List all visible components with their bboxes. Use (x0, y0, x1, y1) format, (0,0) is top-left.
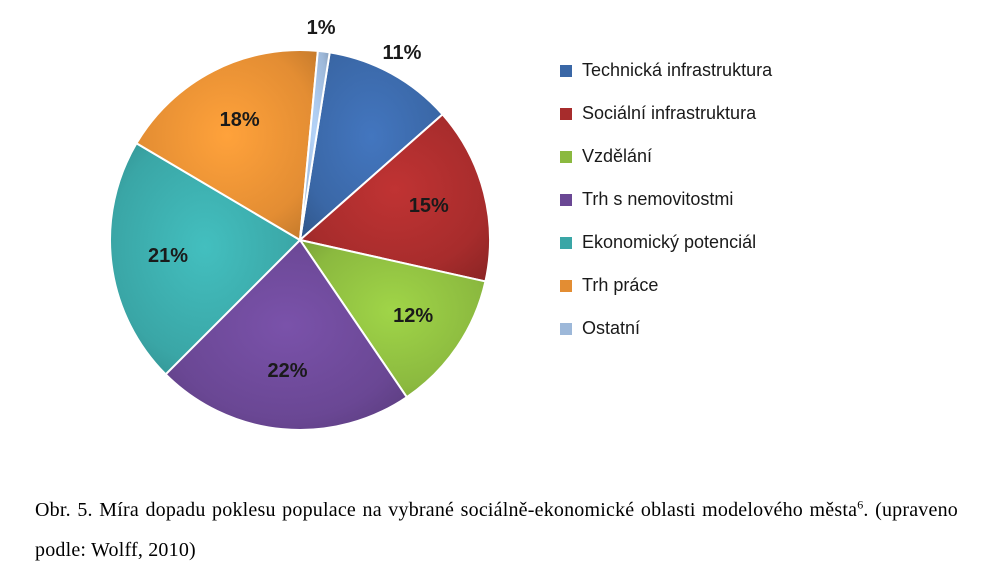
legend-label: Sociální infrastruktura (582, 103, 756, 124)
pie-slice-label: 12% (393, 305, 433, 328)
legend-item: Vzdělání (560, 146, 772, 167)
legend-swatch (560, 323, 572, 335)
legend-label: Trh práce (582, 275, 658, 296)
legend-swatch (560, 65, 572, 77)
legend-label: Ekonomický potenciál (582, 232, 756, 253)
legend-item: Ostatní (560, 318, 772, 339)
legend-label: Trh s nemovitostmi (582, 189, 733, 210)
legend-label: Vzdělání (582, 146, 652, 167)
legend-label: Technická infrastruktura (582, 60, 772, 81)
legend-swatch (560, 237, 572, 249)
chart-legend: Technická infrastruktura Sociální infrast… (560, 60, 772, 361)
legend-item: Technická infrastruktura (560, 60, 772, 81)
pie-slice-label: 15% (409, 195, 449, 218)
pie-slice-label: 1% (307, 17, 336, 40)
legend-swatch (560, 280, 572, 292)
pie-slice-label: 22% (267, 360, 307, 383)
pie-slice-label: 21% (148, 245, 188, 268)
pie-svg (100, 15, 500, 455)
legend-item: Trh s nemovitostmi (560, 189, 772, 210)
figure-caption: Obr. 5. Míra dopadu poklesu populace na … (35, 490, 958, 570)
legend-swatch (560, 194, 572, 206)
legend-item: Trh práce (560, 275, 772, 296)
pie-chart: 11% 15% 12% 22% 21% 18% 1% (100, 15, 500, 455)
pie-slice-label: 11% (383, 42, 422, 65)
pie-slice-label: 18% (220, 109, 260, 132)
caption-prefix: Obr. 5. Míra dopadu poklesu populace na … (35, 499, 857, 521)
legend-swatch (560, 151, 572, 163)
legend-label: Ostatní (582, 318, 640, 339)
legend-item: Sociální infrastruktura (560, 103, 772, 124)
legend-swatch (560, 108, 572, 120)
pie-chart-figure: 11% 15% 12% 22% 21% 18% 1% Technická infrastru… (0, 0, 993, 470)
legend-item: Ekonomický potenciál (560, 232, 772, 253)
